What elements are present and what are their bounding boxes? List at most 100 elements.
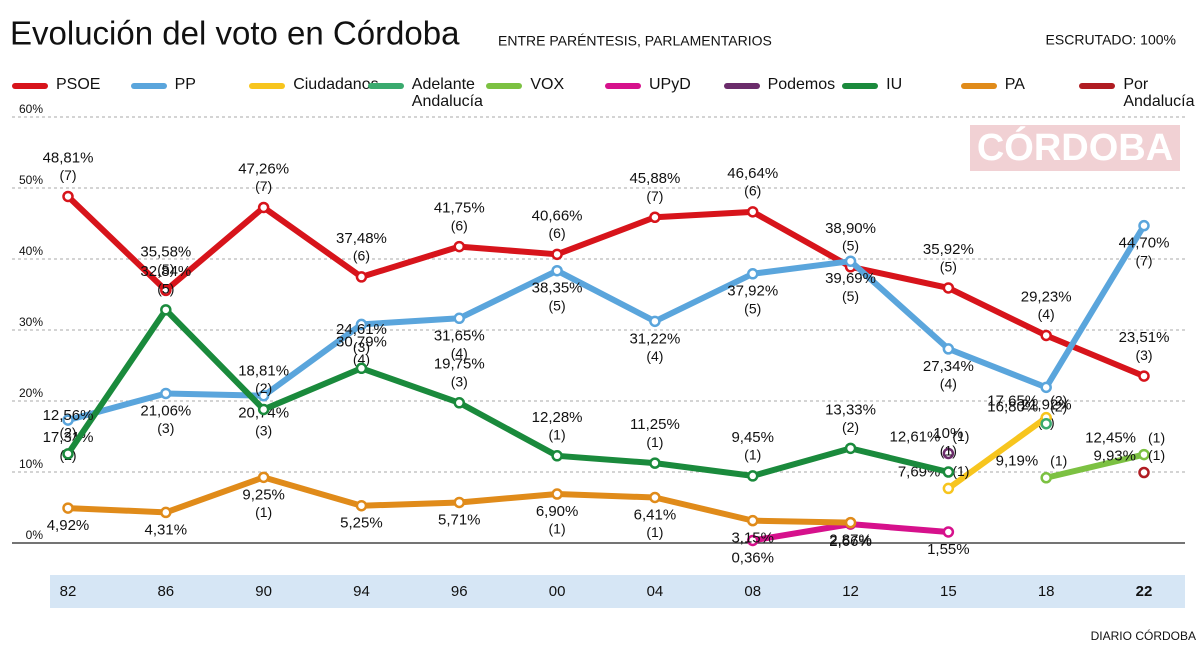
value-label: 0,36%: [731, 549, 774, 566]
value-label: 41,75%: [434, 200, 485, 217]
data-point: [942, 466, 955, 478]
legend-swatch: [130, 83, 167, 89]
seat-label: (4): [1038, 306, 1055, 322]
data-point: [1040, 381, 1052, 394]
seat-label: (5): [842, 238, 859, 254]
value-label: 18,81%: [238, 362, 289, 379]
value-label: 9,93%: [1093, 447, 1136, 464]
x-tick-label: 04: [647, 583, 664, 600]
legend-item: PSOE: [12, 76, 131, 110]
legend: PSOE PP Ciudadanos Adelante Andalucía VOX UPy…: [12, 76, 1198, 110]
seat-label: (7): [1135, 252, 1152, 268]
series-line: [65, 194, 1146, 379]
data-point: [453, 312, 466, 325]
legend-label: PSOE: [56, 76, 101, 93]
legend-swatch: [1079, 83, 1116, 89]
seat-label: (2): [1050, 392, 1067, 408]
x-tick-label: 96: [451, 583, 468, 600]
x-tick-label: 86: [157, 583, 174, 600]
data-point: [746, 534, 759, 547]
source: DIARIO CÓRDOBA: [1091, 628, 1196, 643]
value-label: 12,56%: [43, 407, 94, 424]
legend-swatch: [12, 83, 48, 89]
legend-label: Ciudadanos: [293, 76, 379, 93]
value-label: 12,45%: [1085, 430, 1136, 447]
data-point: [257, 403, 270, 416]
data-point: [1138, 370, 1150, 382]
seat-label: (5): [157, 281, 174, 297]
legend-swatch: [367, 83, 404, 89]
value-label: 4,92%: [47, 517, 90, 534]
legend-label: VOX: [530, 76, 565, 93]
x-tick-label: 22: [1136, 583, 1153, 600]
series-line: [946, 415, 1048, 491]
seat-label: (5): [940, 259, 957, 275]
value-label: 38,35%: [532, 280, 583, 297]
seat-label: (3): [1135, 347, 1152, 363]
y-tick-label: 40%: [19, 244, 43, 258]
data-point: [551, 248, 563, 261]
watermark-bg: [970, 125, 1180, 171]
data-point: [1138, 448, 1150, 461]
seat-label: (1): [952, 463, 969, 479]
data-point: [453, 496, 466, 509]
data-point: [453, 240, 466, 253]
value-label: 38,90%: [825, 220, 876, 237]
seat-label: (1): [549, 521, 566, 537]
seat-label: (6): [451, 217, 468, 233]
value-label: 27,34%: [923, 358, 974, 375]
seat-label: (6): [549, 225, 566, 241]
seat-label: (3): [157, 420, 174, 436]
legend-item: IU: [842, 76, 961, 110]
series-line: [65, 306, 950, 479]
data-point: [551, 488, 563, 500]
value-label: 2,87%: [829, 532, 872, 549]
value-label: 23,51%: [1119, 329, 1170, 346]
y-tick-label: 20%: [19, 386, 43, 400]
data-point: [62, 502, 74, 514]
legend-swatch: [249, 83, 286, 89]
value-label: 12,61%: [889, 428, 940, 445]
x-tick-label: 90: [255, 583, 272, 600]
seat-label: (4): [353, 351, 370, 367]
data-point: [551, 264, 563, 277]
seat-label: (3): [451, 373, 468, 389]
x-tick-label: 00: [549, 583, 566, 600]
x-tick-label: 08: [744, 583, 761, 600]
legend-item: Ciudadanos: [249, 76, 379, 110]
chart-title: Evolución del voto en Córdoba: [10, 15, 460, 52]
value-label: 11,25%: [630, 416, 680, 433]
value-label: 45,88%: [629, 170, 680, 187]
seat-label: (4): [451, 345, 468, 361]
value-label: 35,92%: [923, 241, 974, 258]
value-label: 5,25%: [340, 515, 383, 532]
value-label: 30,79%: [336, 333, 387, 350]
data-point: [355, 362, 368, 375]
value-label: 21,06%: [140, 402, 191, 419]
value-label: 35,58%: [140, 243, 191, 260]
data-point: [649, 457, 661, 469]
seat-label: (7): [255, 178, 272, 194]
legend-item: Adelante Andalucía: [367, 76, 487, 110]
value-label: 2,66%: [829, 533, 872, 550]
value-label: 31,65%: [434, 327, 485, 344]
value-label: 9,19%: [996, 453, 1039, 470]
legend-label: Por Andalucía: [1123, 76, 1195, 110]
seat-label: (1): [744, 447, 761, 463]
x-tick-label: 18: [1038, 583, 1055, 600]
y-tick-label: 60%: [19, 102, 43, 116]
seat-label: (7): [59, 167, 76, 183]
seat-label: (1): [255, 504, 272, 520]
legend-item: VOX: [486, 76, 605, 110]
value-label: 40,66%: [532, 207, 583, 224]
data-point: [844, 516, 857, 529]
y-tick-label: 30%: [19, 315, 43, 329]
value-label: 9,45%: [731, 429, 774, 446]
watermark: CÓRDOBA: [977, 125, 1173, 169]
seat-label: (1): [1148, 447, 1165, 463]
x-tick-label: 15: [940, 583, 957, 600]
value-label: 21,92%: [1021, 396, 1072, 413]
value-label: 9,25%: [242, 486, 285, 503]
legend-item: Por Andalucía: [1079, 76, 1198, 110]
data-point: [649, 315, 661, 328]
